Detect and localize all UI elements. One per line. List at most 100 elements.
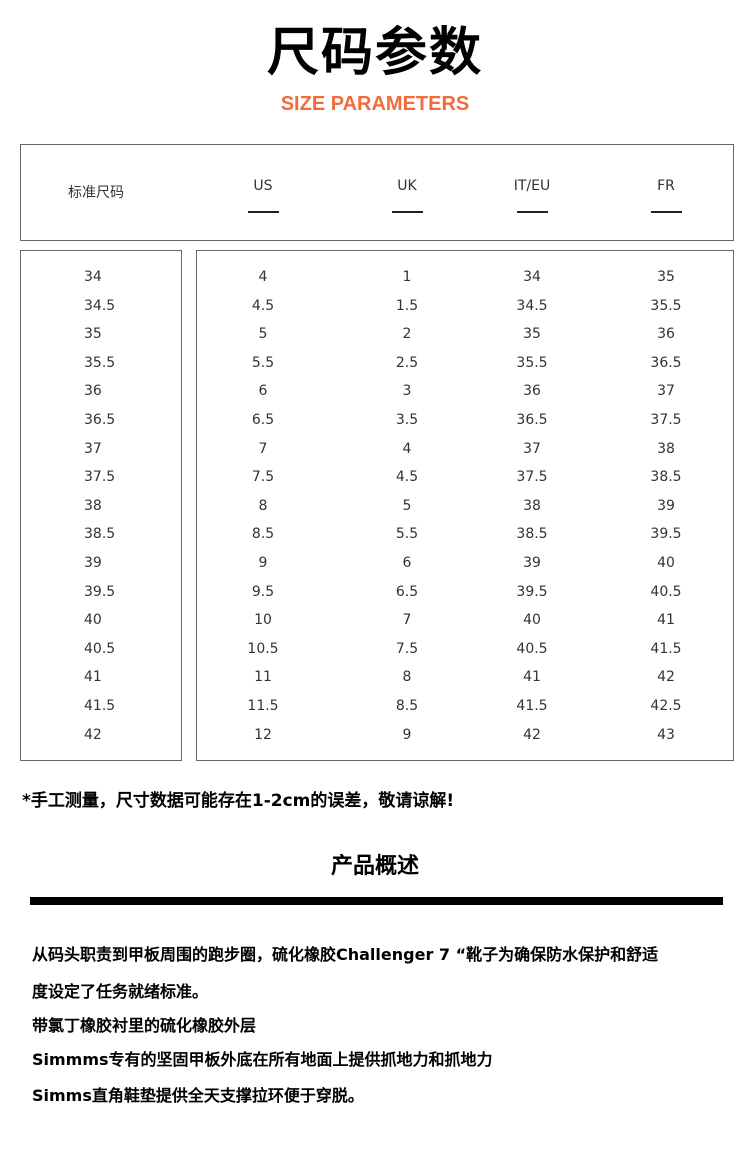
size-cell-fr: 38 [657,440,675,457]
header-underline [651,211,682,213]
size-cell-us: 5.5 [251,354,275,371]
overview-line: 度设定了任务就绪标准。 [32,982,209,1001]
size-cell-it-eu: 35 [523,326,541,343]
size-cell-fr: 39 [657,497,675,514]
size-cell-us: 10 [254,612,272,629]
size-cell-it-eu: 40 [523,612,541,629]
size-cell-us: 9 [258,555,268,571]
size-cell-uk: 9 [402,726,412,743]
standard-size-cell: 39.5 [84,583,116,600]
standard-size-cell: 37.5 [84,469,116,486]
size-cell-us: 9.5 [251,583,275,600]
size-cell-uk: 7.5 [395,640,419,657]
size-cell-us: 8.5 [251,526,275,543]
standard-size-cell: 42 [84,726,102,743]
size-cell-it-eu: 34.5 [516,297,548,314]
header-fr: FR [657,178,675,194]
header-uk: UK [397,178,417,194]
size-cell-it-eu: 36 [523,383,541,400]
size-cell-it-eu: 40.5 [516,640,548,657]
size-cell-fr: 35 [657,269,675,285]
measurement-note: *手工测量，尺寸数据可能存在1-2cm的误差，敬请谅解! [22,791,455,811]
section-divider [30,897,723,905]
header-standard-size: 标准尺码 [68,185,124,201]
standard-size-cell: 34.5 [84,297,116,314]
size-cell-it-eu: 37 [523,440,541,457]
size-cell-uk: 3.5 [395,412,419,428]
size-cell-uk: 4 [402,440,412,457]
size-cell-fr: 39.5 [650,526,682,543]
standard-size-cell: 35.5 [84,354,116,371]
header-it-eu: IT/EU [513,178,551,194]
size-cell-it-eu: 36.5 [516,412,548,428]
size-cell-fr: 37.5 [650,412,682,428]
size-cell-it-eu: 41 [523,669,541,686]
size-cell-it-eu: 35.5 [516,354,548,371]
size-cell-fr: 36.5 [650,354,682,371]
size-cell-us: 6 [258,383,268,400]
size-cell-uk: 6 [402,555,412,571]
size-cell-fr: 37 [657,383,675,400]
standard-size-cell: 37 [84,440,102,457]
size-cell-fr: 40 [657,555,675,571]
size-cell-fr: 41.5 [650,640,682,657]
size-cell-us: 7 [258,440,268,457]
size-cell-it-eu: 34 [523,269,541,285]
size-cell-uk: 2.5 [395,354,419,371]
page-title: 尺码参数 [266,23,483,83]
size-cell-us: 8 [258,497,268,514]
size-cell-fr: 40.5 [650,583,682,600]
standard-size-cell: 40 [84,612,102,629]
size-cell-it-eu: 38 [523,497,541,514]
size-cell-uk: 8 [402,669,412,686]
size-cell-uk: 1 [402,269,412,285]
size-cell-it-eu: 37.5 [516,469,548,486]
size-cell-fr: 36 [657,326,675,343]
standard-size-column-box [20,250,182,761]
size-cell-uk: 3 [402,383,412,400]
standard-size-cell: 35 [84,326,102,343]
size-cell-fr: 42.5 [650,698,682,714]
header-us: US [253,178,273,194]
size-cell-fr: 38.5 [650,469,682,486]
size-cell-uk: 7 [402,612,412,629]
size-cell-fr: 43 [657,726,675,743]
size-cell-uk: 8.5 [395,698,419,714]
size-cell-us: 5 [258,326,268,343]
size-cell-uk: 6.5 [395,583,419,600]
table-header-box [20,144,734,241]
overview-line: 从码头职责到甲板周围的跑步圈，硫化橡胶Challenger 7 “靴子为确保防水… [32,945,659,964]
size-cell-us: 4 [258,269,268,285]
size-cell-us: 10.5 [247,640,279,657]
standard-size-cell: 39 [84,555,102,571]
overview-line: 带氯丁橡胶衬里的硫化橡胶外层 [32,1016,257,1035]
standard-size-cell: 38 [84,497,102,514]
size-cell-fr: 35.5 [650,297,682,314]
size-cell-it-eu: 39.5 [516,583,548,600]
size-cell-us: 11.5 [247,698,279,714]
standard-size-cell: 40.5 [84,640,116,657]
standard-size-cell: 41 [84,669,102,686]
header-underline [248,211,279,213]
size-cell-it-eu: 39 [523,555,541,571]
page-subtitle: SIZE PARAMETERS [280,93,470,115]
size-cell-us: 11 [254,669,272,686]
overview-line: Simmms专有的坚固甲板外底在所有地面上提供抓地力和抓地力 [32,1050,493,1069]
size-cell-it-eu: 42 [523,726,541,743]
size-cell-us: 12 [254,726,272,743]
header-underline [517,211,548,213]
size-cell-uk: 1.5 [395,297,419,314]
standard-size-cell: 38.5 [84,526,116,543]
overview-title: 产品概述 [330,854,419,879]
standard-size-cell: 36.5 [84,412,116,428]
size-cell-fr: 41 [657,612,675,629]
header-underline [392,211,423,213]
size-cell-uk: 5 [402,497,412,514]
size-cell-us: 4.5 [251,297,275,314]
size-cell-fr: 42 [657,669,675,686]
standard-size-cell: 36 [84,383,102,400]
standard-size-cell: 41.5 [84,698,116,714]
size-cell-it-eu: 41.5 [516,698,548,714]
size-cell-uk: 4.5 [395,469,419,486]
conversion-columns-box [196,250,734,761]
